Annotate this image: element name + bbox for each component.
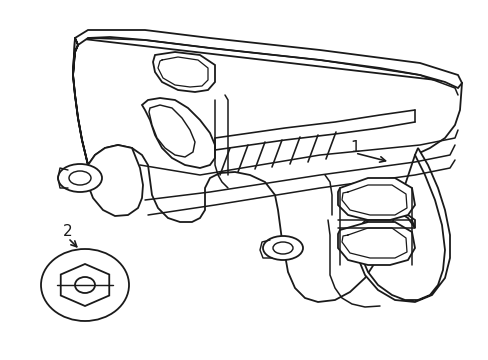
Polygon shape xyxy=(73,38,461,302)
Polygon shape xyxy=(337,178,414,220)
Ellipse shape xyxy=(69,171,91,185)
Ellipse shape xyxy=(58,164,102,192)
Text: 1: 1 xyxy=(349,140,359,156)
Polygon shape xyxy=(149,105,195,157)
Polygon shape xyxy=(153,52,215,92)
Polygon shape xyxy=(357,148,449,302)
Ellipse shape xyxy=(272,242,292,254)
Text: 2: 2 xyxy=(63,225,73,239)
Polygon shape xyxy=(61,264,109,306)
Ellipse shape xyxy=(263,236,303,260)
Polygon shape xyxy=(337,222,414,265)
Ellipse shape xyxy=(75,277,95,293)
Polygon shape xyxy=(73,30,461,88)
Ellipse shape xyxy=(41,249,129,321)
Polygon shape xyxy=(142,98,215,168)
Polygon shape xyxy=(73,38,142,216)
